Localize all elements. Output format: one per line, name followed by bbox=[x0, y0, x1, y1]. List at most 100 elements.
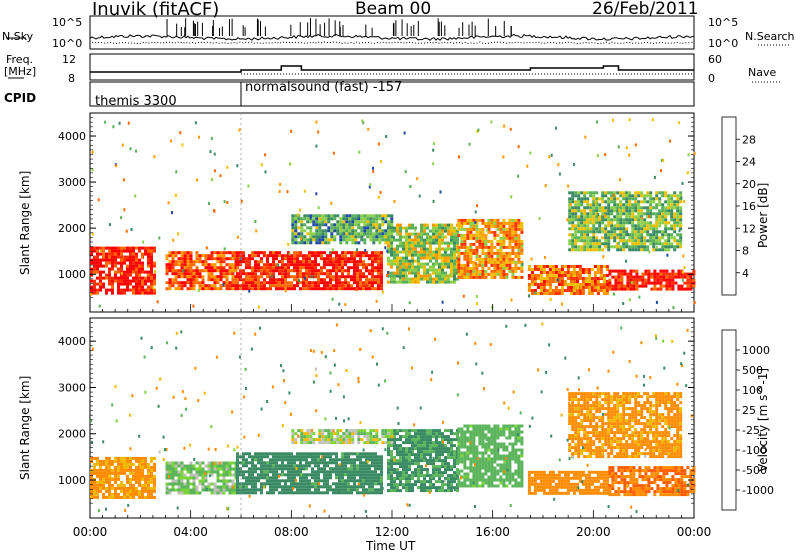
power-cell-7 bbox=[595, 215, 599, 219]
power-cell-7 bbox=[622, 221, 626, 225]
power-cell-7 bbox=[616, 248, 620, 252]
power-cell-7 bbox=[592, 221, 596, 225]
power-cell-2 bbox=[236, 263, 239, 267]
power-cell-2 bbox=[269, 284, 272, 288]
power-cell-1 bbox=[183, 260, 187, 264]
power-cell-2 bbox=[341, 281, 344, 285]
power-cell-3 bbox=[387, 262, 390, 266]
power-cell-2 bbox=[335, 275, 338, 279]
power-cell-4 bbox=[469, 242, 473, 246]
power-cell-7 bbox=[583, 191, 587, 195]
power-cell-2 bbox=[356, 266, 359, 270]
power-cell-3 bbox=[453, 247, 456, 251]
velocity-cell-0 bbox=[96, 492, 99, 496]
power-scatter-echo bbox=[433, 142, 435, 146]
velocity-cell-2 bbox=[263, 464, 266, 468]
power-cell-3 bbox=[450, 262, 453, 266]
velocity-cell-1 bbox=[210, 473, 214, 477]
power-cell-2 bbox=[380, 275, 383, 279]
power-cell-8 bbox=[378, 232, 382, 236]
power-cell-1 bbox=[165, 257, 169, 261]
velocity-cell-2 bbox=[248, 461, 251, 465]
power-cell-3 bbox=[438, 232, 441, 236]
power-cell-4 bbox=[484, 245, 488, 249]
power-cell-2 bbox=[248, 275, 251, 279]
velocity-cell-2 bbox=[314, 488, 317, 492]
velocity-cell-1 bbox=[177, 482, 181, 486]
power-cell-4 bbox=[481, 266, 485, 270]
power-cell-0 bbox=[144, 249, 147, 253]
velocity-cell-0 bbox=[132, 456, 135, 460]
power-cell-0 bbox=[129, 264, 132, 268]
power-cell-6 bbox=[668, 287, 672, 291]
power-cell-7 bbox=[568, 191, 572, 195]
power-scatter-echo bbox=[669, 139, 672, 143]
power-cell-2 bbox=[251, 257, 254, 261]
power-cell-4 bbox=[475, 224, 479, 228]
power-cell-5 bbox=[548, 286, 552, 289]
power-cell-6 bbox=[680, 284, 684, 288]
power-cell-5 bbox=[587, 283, 591, 286]
power-cell-2 bbox=[278, 284, 281, 288]
power-cell-8 bbox=[324, 235, 328, 239]
power-cell-3 bbox=[408, 226, 411, 230]
velocity-cell-1 bbox=[165, 467, 169, 471]
power-cell-7 bbox=[625, 206, 629, 210]
power-cell-7 bbox=[667, 203, 671, 207]
velocity-cell-3 bbox=[426, 429, 429, 433]
velocity-cell-2 bbox=[281, 458, 284, 462]
velocity-cell-3 bbox=[420, 468, 423, 472]
power-cell-1 bbox=[204, 254, 208, 258]
power-cell-5 bbox=[548, 271, 552, 274]
power-cell-3 bbox=[414, 265, 417, 269]
power-cell-1 bbox=[183, 275, 187, 279]
power-scatter-echo bbox=[255, 229, 258, 233]
power-cell-2 bbox=[293, 275, 296, 279]
power-cell-2 bbox=[356, 260, 359, 264]
power-cell-2 bbox=[359, 278, 362, 282]
power-cell-8 bbox=[360, 214, 364, 218]
power-cell-0 bbox=[90, 270, 93, 274]
power-cell-7 bbox=[661, 191, 665, 195]
power-cell-4 bbox=[466, 260, 470, 264]
power-cell-3 bbox=[411, 277, 414, 281]
power-cell-1 bbox=[228, 251, 232, 255]
power-cell-3 bbox=[453, 232, 456, 236]
power-scatter-echo bbox=[648, 215, 651, 219]
power-cell-3 bbox=[396, 256, 399, 260]
power-cell-8 bbox=[324, 220, 328, 224]
power-cell-4 bbox=[508, 242, 512, 246]
velocity-cell-1 bbox=[219, 479, 223, 483]
power-cell-2 bbox=[329, 257, 332, 261]
power-cell-7 bbox=[631, 230, 635, 234]
power-cell-4 bbox=[490, 272, 494, 276]
power-cell-2 bbox=[275, 281, 278, 285]
power-cell-4 bbox=[490, 230, 494, 234]
velocity-cell-0 bbox=[153, 480, 156, 484]
power-cell-6 bbox=[620, 287, 624, 291]
velocity-cell-1 bbox=[177, 485, 181, 489]
power-scatter-echo bbox=[317, 206, 320, 210]
power-cell-1 bbox=[180, 266, 184, 270]
power-cell-3 bbox=[411, 247, 414, 251]
power-cell-3 bbox=[444, 235, 447, 239]
power-cell-3 bbox=[405, 247, 408, 251]
velocity-cell-2 bbox=[359, 458, 362, 462]
velocity-cell-2 bbox=[299, 488, 302, 492]
power-cell-7 bbox=[634, 191, 638, 195]
velocity-cell-0 bbox=[99, 474, 102, 478]
power-cell-4 bbox=[457, 221, 461, 225]
power-cell-2 bbox=[242, 251, 245, 255]
power-cell-1 bbox=[171, 263, 175, 267]
velocity-cell-0 bbox=[129, 483, 132, 487]
velocity-cell-2 bbox=[380, 467, 383, 471]
power-cell-2 bbox=[317, 281, 320, 285]
power-cell-7 bbox=[586, 206, 590, 210]
power-cell-6 bbox=[683, 281, 687, 285]
power-cell-3 bbox=[435, 250, 438, 254]
power-cell-3 bbox=[432, 250, 435, 254]
velocity-cell-2 bbox=[275, 467, 278, 471]
power-cell-0 bbox=[132, 249, 135, 253]
velocity-cell-2 bbox=[260, 482, 263, 486]
power-cell-0 bbox=[108, 270, 111, 274]
